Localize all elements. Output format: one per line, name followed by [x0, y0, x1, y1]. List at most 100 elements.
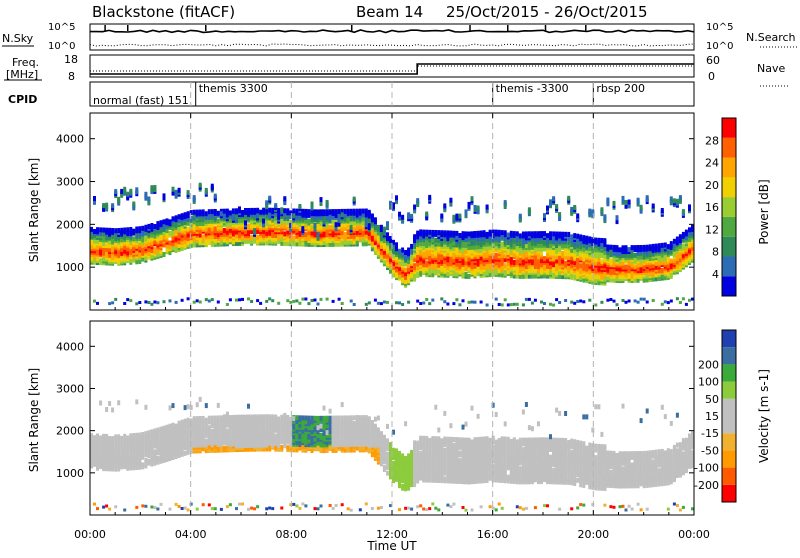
power-cell-1149	[277, 302, 280, 305]
power-cell-3839	[673, 198, 676, 203]
velocity-cell-672	[211, 416, 214, 421]
power-cell-3436	[606, 198, 609, 203]
power-cell-1638	[356, 209, 359, 214]
power-cell-2975	[546, 233, 549, 238]
power-cell-2714	[510, 303, 513, 306]
power-cell-848	[229, 210, 232, 215]
power-cell-2691	[507, 233, 510, 238]
power-cell-3767	[661, 208, 664, 213]
power-cell-3801	[667, 244, 670, 249]
power-cell-1329	[307, 209, 310, 214]
power-cell-2081	[425, 298, 428, 301]
power-cell-1304	[304, 232, 307, 237]
power-cell-3159	[570, 301, 573, 304]
power-cell-1980	[413, 263, 416, 268]
velocity-cell-435	[169, 424, 172, 429]
velocity-cell-866	[244, 415, 247, 420]
velocity-cell-308	[144, 505, 147, 508]
power-cell-1548	[341, 212, 344, 217]
power-cell-2066	[425, 261, 428, 266]
velocity-cell-690	[214, 416, 217, 421]
power-cell-1392	[317, 232, 320, 237]
power-cell-1202	[286, 299, 289, 302]
power-cell-2014	[416, 231, 419, 236]
velocity-cell-832	[238, 415, 241, 420]
power-cell-3183	[573, 205, 576, 210]
velocity-cell-209	[126, 435, 129, 440]
velocity-cell-471	[175, 424, 178, 429]
velocity-cell-78	[102, 506, 105, 509]
power-cell-1454	[326, 298, 329, 301]
power-cell-3046	[555, 232, 558, 237]
power-cell-3453	[609, 298, 612, 301]
power-cell-2518	[483, 230, 486, 235]
velocity-cell-131	[111, 408, 114, 413]
velocity-cell-334	[150, 429, 153, 434]
power-cell-2362	[462, 231, 465, 236]
power-cell-702	[205, 211, 208, 216]
power-cell-1295	[301, 209, 304, 214]
velocity-cell-903	[250, 430, 253, 435]
power-cell-52	[96, 227, 99, 232]
power-cell-2671	[504, 200, 507, 205]
power-cell-2870	[531, 302, 534, 305]
power-cell-2497	[480, 301, 483, 304]
power-cell-592	[187, 211, 190, 216]
power-cell-221	[123, 302, 126, 305]
power-cell-524	[175, 301, 178, 304]
power-cell-277	[132, 202, 135, 207]
power-cell-2454	[474, 205, 477, 210]
power-cell-1013	[256, 299, 259, 302]
velocity-cell-113	[108, 401, 111, 406]
power-cell-3768	[661, 303, 664, 306]
power-cell-576	[184, 212, 187, 217]
power-cell-2365	[465, 272, 468, 277]
velocity-cell-490	[178, 505, 181, 508]
power-cell-3437	[606, 299, 609, 302]
power-cell-1579	[347, 209, 350, 214]
power-cell-2934	[540, 301, 543, 304]
velocity-cell-146	[114, 434, 117, 439]
power-cell-1549	[341, 302, 344, 305]
power-cell-3677	[646, 195, 649, 200]
power-cell-3816	[670, 241, 673, 246]
power-cell-3095	[561, 232, 564, 237]
velocity-cell-523	[184, 507, 187, 510]
power-cell-3598	[634, 299, 637, 302]
power-cell-864	[232, 208, 235, 213]
power-cell-84	[102, 203, 105, 208]
power-cell-157	[114, 228, 117, 233]
power-ylabel: Slant Range [km]	[27, 158, 41, 262]
power-cell-1012	[256, 213, 259, 218]
power-cell-3857	[676, 297, 679, 300]
power-cell-3391	[600, 207, 603, 212]
velocity-cell-278	[138, 433, 141, 438]
power-cell-161	[114, 298, 117, 301]
freq-panel: Freq. [MHz] 18 8 60 0 Nave	[4, 53, 788, 86]
power-cell-1237	[292, 213, 295, 218]
nsearch-trace	[90, 44, 694, 46]
power-cell-611	[190, 216, 193, 221]
power-cell-3413	[603, 238, 606, 243]
velocity-cell-29	[93, 503, 96, 506]
power-cell-1088	[268, 297, 271, 300]
power-cell-2594	[495, 253, 498, 258]
power-cell-3595	[634, 253, 637, 258]
power-cell-3301	[588, 299, 591, 302]
power-cell-3566	[628, 200, 631, 205]
velocity-cell-612	[199, 416, 202, 421]
power-cell-182	[117, 197, 120, 202]
power-cell-3897	[682, 297, 685, 300]
velocity-cell-164	[117, 434, 120, 439]
power-cell-3563	[628, 247, 631, 252]
power-cell-2629	[498, 303, 501, 306]
velocity-cell-295	[144, 458, 147, 463]
velocity-cell-436	[169, 405, 172, 410]
power-cell-2340	[458, 214, 461, 219]
velocity-cell-884	[247, 508, 250, 511]
power-cell-2190	[440, 230, 443, 235]
velocity-cell-260	[135, 506, 138, 509]
power-cell-762	[214, 194, 217, 199]
power-cell-1276	[298, 204, 301, 209]
power-cell-1799	[383, 301, 386, 304]
